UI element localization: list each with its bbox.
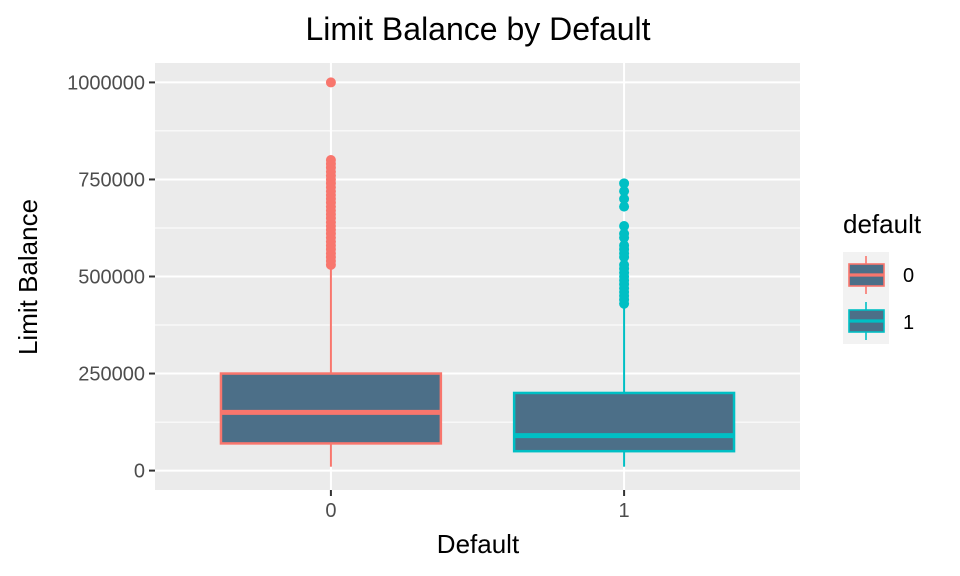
outlier-point — [619, 201, 630, 212]
boxes — [219, 77, 736, 467]
outlier-point — [619, 298, 630, 309]
box-iqr — [512, 391, 736, 453]
x-tick-label: 1 — [619, 500, 630, 522]
y-axis-title: Limit Balance — [13, 199, 43, 355]
y-tick-label: 0 — [134, 461, 145, 483]
outlier-point — [619, 178, 630, 189]
legend-item-1: 1 — [843, 298, 914, 344]
chart-title: Limit Balance by Default — [305, 11, 650, 47]
outlier-point — [619, 193, 630, 204]
legend: default 0 1 — [843, 209, 922, 344]
box-iqr — [219, 372, 443, 445]
legend-label-1: 1 — [903, 312, 914, 334]
outlier-point — [619, 186, 630, 197]
y-tick-label: 1000000 — [67, 72, 145, 94]
outlier-point — [619, 252, 630, 263]
legend-label-0: 0 — [903, 265, 914, 287]
y-tick-label: 250000 — [78, 364, 145, 386]
box-0 — [219, 77, 443, 467]
y-tick-label: 500000 — [78, 267, 145, 289]
outlier-point — [619, 221, 630, 232]
y-tick-label: 750000 — [78, 169, 145, 191]
y-axis: 0 250000 500000 750000 1000000 — [67, 72, 155, 483]
legend-item-0: 0 — [843, 252, 914, 298]
outlier-point — [325, 259, 336, 270]
x-axis-title: Default — [437, 529, 520, 559]
legend-title: default — [843, 209, 922, 239]
outlier-point — [619, 232, 630, 243]
x-tick-label: 0 — [325, 500, 336, 522]
outlier-point — [325, 77, 336, 88]
box-1 — [512, 178, 736, 467]
